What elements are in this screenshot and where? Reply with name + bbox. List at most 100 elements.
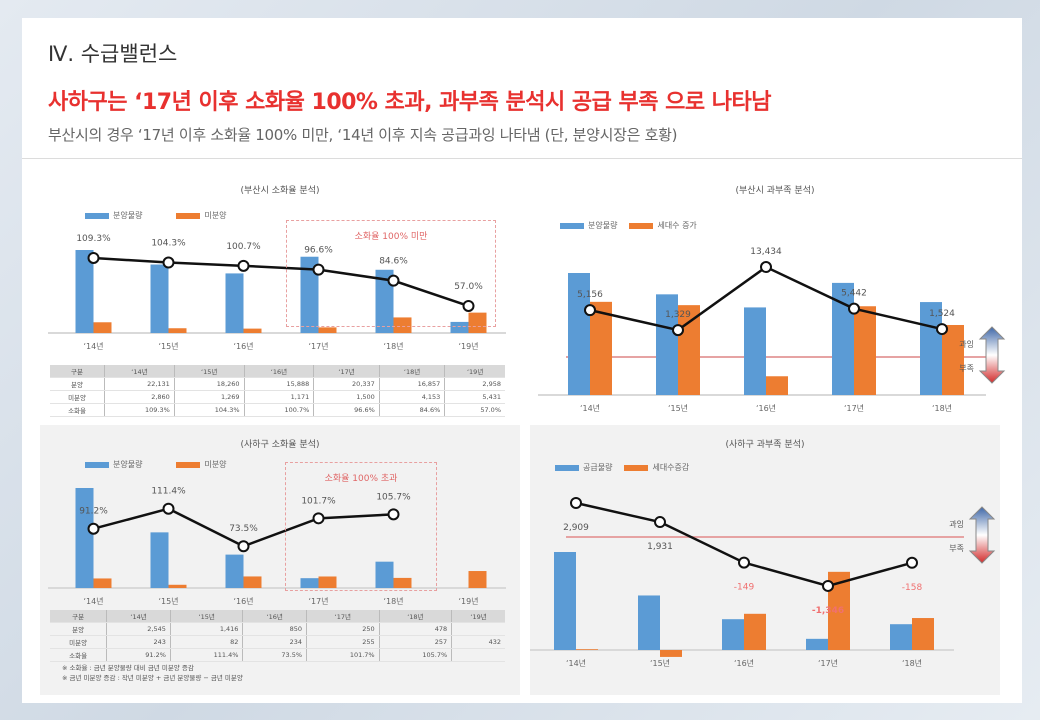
legend-swatch-blue: [85, 461, 109, 468]
table-cell: 4,153: [378, 390, 445, 404]
bar-orange: [168, 328, 187, 333]
legend: 분양물량 세대수 증가: [560, 220, 697, 231]
bar-orange: [660, 650, 682, 657]
line-point: [738, 556, 750, 569]
bar-orange: [393, 317, 412, 333]
table-row: 소화율 109.3% 104.3% 100.7% 96.6% 84.6% 57.0%: [50, 403, 505, 417]
line-point: [312, 263, 325, 276]
table-cell: 분양: [50, 377, 105, 391]
table-cell: ‘18년: [378, 365, 445, 378]
table-cell: 소화율: [50, 648, 107, 662]
line-point: [162, 502, 175, 515]
category-label: ‘17년: [844, 403, 864, 413]
category-label: ‘17년: [818, 658, 838, 668]
line-point: [87, 522, 100, 535]
table-cell: 432: [451, 635, 505, 649]
data-label: 57.0%: [454, 282, 483, 292]
bar-blue: [890, 624, 912, 650]
category-label: ‘14년: [83, 596, 103, 606]
table-header-row: 구분 ‘14년 ‘15년 ‘16년 ‘17년 ‘18년 ‘19년: [50, 610, 505, 623]
data-label: 5,442: [841, 289, 867, 299]
category-label: ‘19년: [458, 596, 478, 606]
line-point: [654, 516, 666, 529]
highlight-box: 소화율 100% 미만: [286, 220, 496, 327]
data-label: 1,931: [647, 542, 673, 552]
category-label: ‘17년: [308, 596, 328, 606]
chart-title: (부산시 소화율 분석): [240, 186, 320, 196]
table-cell: 250: [306, 622, 380, 636]
table-cell: 15,888: [243, 377, 314, 391]
bar-orange: [744, 613, 766, 650]
data-label: 104.3%: [151, 239, 186, 249]
table-cell: 2,958: [444, 377, 505, 391]
category-label: ‘16년: [233, 341, 253, 351]
bar-orange: [912, 618, 934, 650]
line-point: [822, 579, 834, 592]
legend-swatch-orange: [176, 461, 201, 468]
highlight-label: 소화율 100% 미만: [354, 232, 428, 242]
surplus-shortage-arrow-icon: [978, 326, 1006, 384]
line-point: [760, 261, 772, 274]
legend: 공급물량 세대수증감: [555, 462, 689, 473]
bar-blue: [75, 488, 94, 588]
table-cell: 478: [378, 622, 452, 636]
chart-svg: ‘14년 ‘15년 ‘16년 ‘17년 ‘18년 ‘19년 109.3% 104.3% 100.…: [48, 234, 506, 351]
table-cell: 96.6%: [313, 403, 380, 417]
bar-blue: [300, 256, 319, 333]
saha-balance-chart: ‘14년 ‘15년 ‘16년 ‘17년 ‘18년 2,909 1,931 -149 -1,346…: [530, 425, 1000, 695]
table-cell: 850: [242, 622, 307, 636]
legend: 분양물량 미분양: [85, 210, 227, 221]
table-cell: ‘16년: [243, 365, 314, 378]
table-cell: 20,337: [313, 377, 380, 391]
chart-svg: ‘14년 ‘15년 ‘16년 ‘17년 ‘18년 ‘19년 91.2% 111.4% 73.5%…: [48, 487, 506, 606]
table-cell: 5,431: [444, 390, 505, 404]
data-label: -158: [902, 583, 923, 593]
bar-blue: [744, 307, 766, 395]
line-point: [672, 324, 684, 337]
table-cell: 91.2%: [106, 648, 171, 662]
category-label: ‘18년: [383, 341, 403, 351]
table-cell: ‘19년: [451, 610, 505, 623]
headline: 사하구는 ‘17년 이후 소화율 100% 초과, 과부족 분석시 공급 부족 …: [48, 90, 772, 115]
chart-svg: ‘14년 ‘15년 ‘16년 ‘17년 ‘18년 5,156 1,329 13,434 5,44…: [538, 247, 1006, 413]
section-title: Ⅳ. 수급밸런스: [48, 42, 178, 66]
table-row: 분양 2,545 1,416 850 250 478: [50, 622, 505, 636]
table-row: 분양 22,131 18,260 15,888 20,337 16,857 2,958: [50, 377, 505, 391]
table-cell: 82: [169, 635, 243, 649]
bar-orange: [318, 327, 337, 333]
bar-orange: [854, 306, 876, 395]
legend-swatch-blue: [85, 212, 109, 219]
line-point: [387, 508, 400, 521]
table-cell: [451, 622, 505, 636]
table-cell: ‘17년: [313, 365, 380, 378]
bar-orange: [393, 577, 412, 588]
category-label: ‘19년: [458, 341, 478, 351]
table-row: 소화율 91.2% 111.4% 73.5% 101.7% 105.7%: [50, 648, 505, 662]
legend-swatch-orange: [176, 212, 201, 219]
line-point: [570, 496, 582, 509]
chart-title: (사하구 과부족 분석): [725, 440, 805, 450]
highlight-box: 소화율 100% 초과: [285, 462, 437, 591]
table-row: 미분양 243 82 234 255 257 432: [50, 635, 505, 649]
category-label: ‘14년: [580, 403, 600, 413]
data-label: 100.7%: [226, 242, 261, 252]
line-point: [87, 251, 100, 264]
line-series: [575, 501, 913, 588]
category-label: ‘15년: [158, 596, 178, 606]
category-label: ‘16년: [756, 403, 776, 413]
table-cell: [451, 648, 505, 662]
table-cell: 73.5%: [242, 648, 307, 662]
data-label: 101.7%: [301, 496, 336, 506]
table-cell: ‘17년: [306, 610, 380, 623]
bar-orange: [828, 571, 850, 650]
table-cell: 109.3%: [104, 403, 175, 417]
table-cell: 84.6%: [378, 403, 445, 417]
line-point: [162, 256, 175, 269]
over-label: 과잉: [949, 519, 964, 529]
category-label: ‘15년: [650, 658, 670, 668]
table-cell: 미분양: [50, 390, 105, 404]
line-point: [312, 512, 325, 525]
table-cell: 1,500: [313, 390, 380, 404]
data-label: 91.2%: [79, 507, 108, 517]
data-label: -1,346: [812, 606, 844, 616]
